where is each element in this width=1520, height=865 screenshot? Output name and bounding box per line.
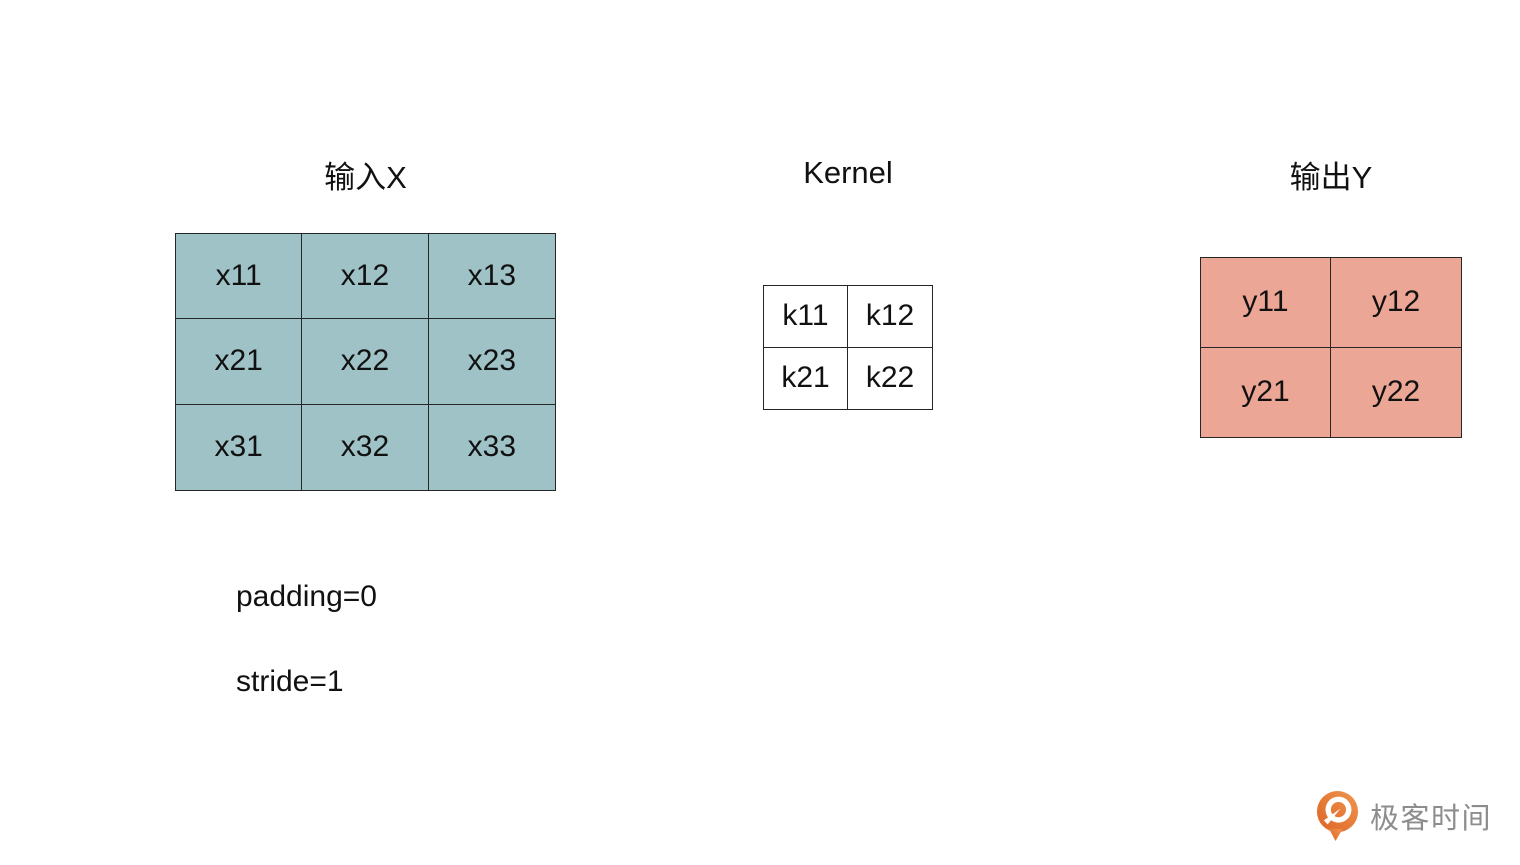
kernel-matrix: k11 k12 k21 k22: [763, 285, 933, 410]
input-cell-x13: x13: [428, 234, 555, 320]
input-cell-x22: x22: [302, 319, 429, 405]
geektime-logo-text: 极客时间: [1370, 803, 1493, 835]
input-cell-x12: x12: [302, 234, 429, 320]
padding-annotation: padding=0: [236, 580, 377, 613]
input-cell-x11: x11: [176, 234, 303, 320]
kernel-cell-k12: k12: [848, 286, 932, 348]
geektime-icon: [1314, 790, 1361, 842]
input-cell-x33: x33: [467, 430, 517, 464]
output-cell-y12: y12: [1331, 258, 1461, 348]
kernel-cell-k21: k21: [764, 347, 848, 409]
input-cell-x23: x23: [428, 319, 555, 405]
input-matrix-title: 输入X: [324, 160, 407, 195]
output-cell-y11: y11: [1201, 258, 1331, 348]
input-cell-x21: x21: [176, 319, 303, 405]
output-matrix-title: 输出Y: [1289, 160, 1373, 195]
kernel-cell-k11: k11: [764, 286, 848, 348]
input-cell-x32: x32: [302, 404, 429, 490]
output-cell-y21: y21: [1201, 347, 1331, 437]
output-cell-y22: y22: [1371, 375, 1421, 409]
geektime-logo: 极客时间: [1314, 790, 1492, 842]
kernel-matrix-title: Kernel: [803, 155, 893, 190]
input-matrix: x11 x12 x13 x21 x22 x23 x31 x32 x33: [175, 233, 556, 491]
stride-annotation: stride=1: [236, 665, 344, 698]
input-cell-x31: x31: [176, 404, 303, 490]
kernel-cell-k22: k22: [865, 361, 915, 395]
output-matrix: y11 y12 y21 y22: [1200, 257, 1462, 438]
